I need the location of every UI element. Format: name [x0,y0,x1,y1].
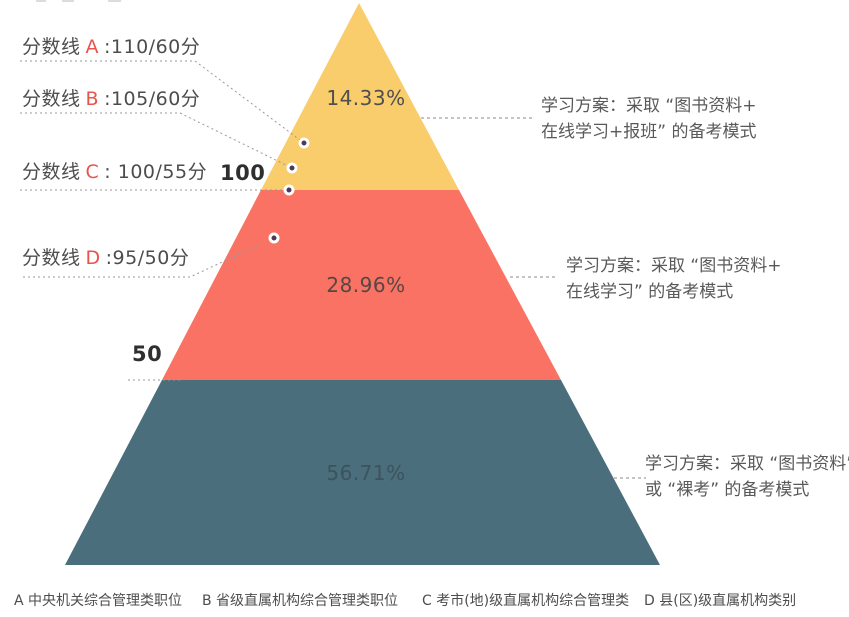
score-line-prefix: 分数线 [22,88,81,110]
percent-label-top: 14.33% [326,86,406,110]
score-line-value: : 100/55分 [104,161,208,183]
pyramid-section-top [261,3,459,190]
score-line-grade: A [85,36,100,58]
score-line-prefix: 分数线 [22,247,81,269]
cropped-title-fragment [62,0,74,2]
legend-item-d: D 县(区)级直属机构类别 [644,593,797,609]
study-plan-top: 学习方案：采取 “图书资料+ 在线学习+报班” 的备考模式 [541,93,756,145]
study-plan-line: 在线学习+报班” 的备考模式 [541,122,757,142]
percent-label-middle: 28.96% [326,273,406,297]
score-line-label-b: 分数线 B:105/60分 [22,88,200,110]
percent-label-bottom: 56.71% [326,461,406,485]
score-line-grade: C [85,161,100,183]
study-plan-line: 在线学习” 的备考模式 [566,282,734,302]
score-line-label-a: 分数线 A:110/60分 [22,36,200,58]
study-plan-line: 学习方案：采取 “图书资料+ [541,96,757,116]
pyramid-section-bottom [65,380,660,565]
score-line-grade: D [85,247,101,269]
anchor-dot-b [286,162,298,174]
score-line-label-c: 分数线 C: 100/55分 [22,161,207,183]
study-plan-line: 或 “裸考” 的备考模式 [645,480,810,500]
cropped-title-fragment [108,0,121,2]
leader-line-a [20,60,305,144]
leader-line-b [20,112,293,169]
score-line-label-d: 分数线 D:95/50分 [22,247,189,269]
leader-line-d [23,237,275,278]
cropped-title-fragment [36,0,46,2]
axis-mark-100: 100 [220,161,266,185]
legend-item-a: A 中央机关综合管理类职位 [14,593,183,609]
pyramid-section-middle [162,190,561,380]
score-line-value: :110/60分 [104,36,201,58]
score-line-value: :95/50分 [105,247,190,269]
anchor-dot-c [283,184,295,196]
score-line-value: :105/60分 [104,88,201,110]
anchor-dot-a [298,137,310,149]
score-line-grade: B [85,88,100,110]
legend-item-c: C 考市(地)级直属机构综合管理类 [422,593,630,609]
study-plan-bottom: 学习方案：采取 “图书资料” 或 “裸考” 的备考模式 [645,451,849,503]
study-plan-line: 学习方案：采取 “图书资料+ [566,256,782,276]
score-line-prefix: 分数线 [22,36,81,58]
axis-mark-50: 50 [132,342,163,366]
score-line-prefix: 分数线 [22,161,81,183]
study-plan-middle: 学习方案：采取 “图书资料+ 在线学习” 的备考模式 [566,253,781,305]
anchor-dot-d [268,232,280,244]
legend-item-b: B 省级直属机构综合管理类职位 [202,593,399,609]
study-plan-line: 学习方案：采取 “图书资料” [645,454,849,474]
